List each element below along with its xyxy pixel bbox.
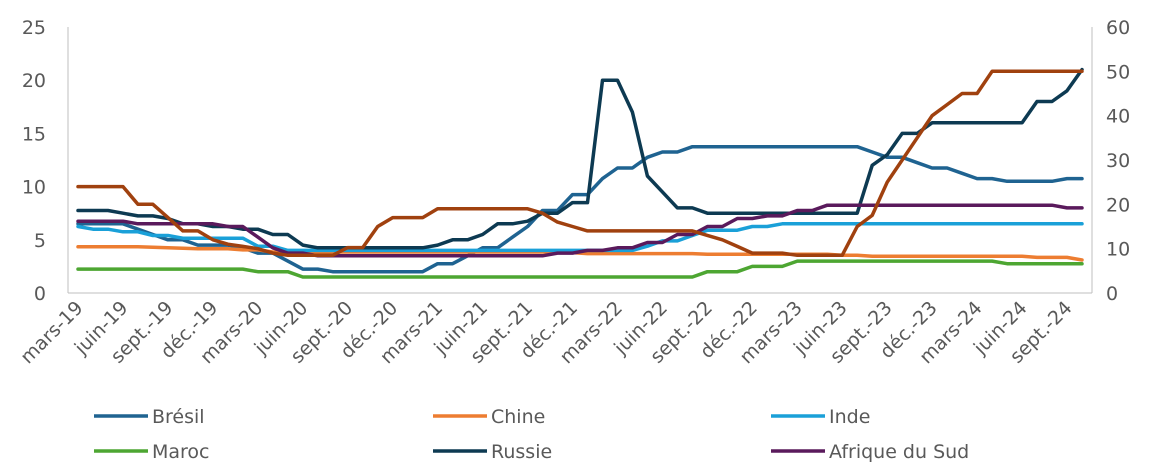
left-tick-label: 0 (34, 283, 46, 305)
series-line-afrique-du-sud (76, 203, 1084, 258)
legend-label: Russie (491, 441, 552, 462)
legend-label: Afrique du Sud (829, 441, 969, 462)
right-tick-label: 10 (1106, 239, 1130, 261)
legend-item: Inde (771, 406, 870, 428)
axes (67, 27, 1093, 294)
left-tick-label: 15 (22, 123, 46, 145)
legend-item: Maroc (94, 441, 210, 462)
right-tick-label: 0 (1106, 283, 1118, 305)
legend-item: Russie (433, 441, 552, 462)
legend-label: Inde (829, 406, 870, 428)
right-tick-label: 40 (1106, 106, 1130, 128)
plot-lines (76, 67, 1084, 279)
x-tick-label: mars-19 (16, 297, 87, 368)
series-line-russie (76, 67, 1084, 250)
legend-item: Brésil (94, 406, 205, 428)
legend-label: Maroc (152, 441, 210, 462)
series-line-maroc (76, 259, 1084, 279)
legend-label: Brésil (152, 406, 205, 428)
legend-label: Chine (491, 406, 545, 428)
left-tick-label: 20 (22, 70, 46, 92)
right-tick-label: 50 (1106, 61, 1130, 83)
left-tick-label: 10 (22, 177, 46, 199)
right-tick-label: 60 (1106, 17, 1130, 39)
left-tick-label: 5 (34, 230, 46, 252)
legend-item: Afrique du Sud (771, 441, 969, 462)
legend-item: Chine (433, 406, 545, 428)
right-axis-ticks: 0 10 20 30 40 50 60 (1106, 17, 1130, 305)
x-axis-ticks: mars-19juin-19sept.-19déc.-19mars-20juin… (16, 297, 1076, 368)
legend: Brésil Chine Inde Maroc Russie Afrique du Sud (94, 406, 969, 462)
right-tick-label: 20 (1106, 194, 1130, 216)
left-axis-ticks: 0 5 10 15 20 25 (22, 17, 46, 305)
left-tick-label: 25 (22, 17, 46, 39)
series-line-right-axis (76, 69, 1084, 258)
right-tick-label: 30 (1106, 150, 1130, 172)
